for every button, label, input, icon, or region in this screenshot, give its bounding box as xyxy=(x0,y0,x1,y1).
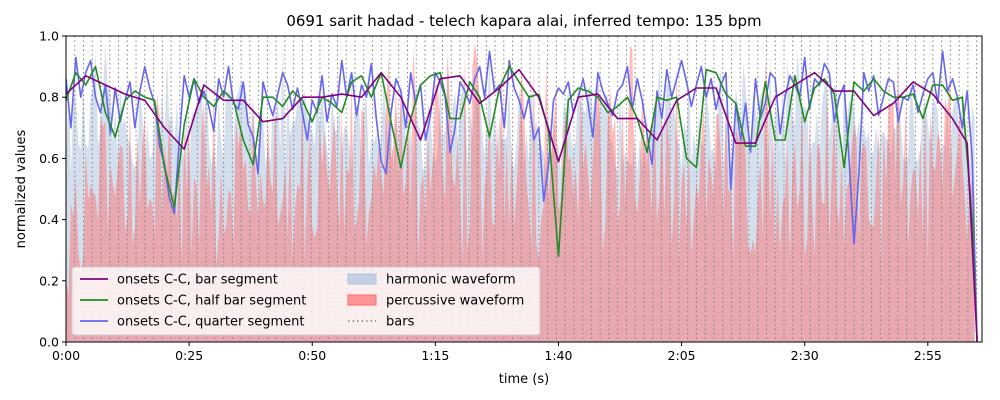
legend: onsets C-C, bar segment onsets C-C, half … xyxy=(71,266,541,336)
legend-quarter-segment-label: onsets C-C, quarter segment xyxy=(117,315,304,330)
y-axis-label: normalized values xyxy=(14,129,29,248)
legend-bars-label: bars xyxy=(386,315,415,330)
legend-percussive-waveform-label: percussive waveform xyxy=(386,294,524,309)
y-tick-label: 0.6 xyxy=(39,151,59,166)
x-axis-label: time (s) xyxy=(499,372,549,387)
x-axis: 0:00 0:25 0:50 1:15 1:40 2:05 2:30 2:55 xyxy=(52,342,942,363)
series-line-bar-segment xyxy=(66,68,978,342)
y-tick-label: 0.8 xyxy=(39,90,59,105)
legend-percussive-waveform-swatch xyxy=(347,294,377,306)
x-tick-label: 0:50 xyxy=(298,348,326,363)
x-tick-label: 1:15 xyxy=(421,348,449,363)
x-tick-label: 2:55 xyxy=(914,348,942,363)
x-tick-label: 1:40 xyxy=(544,348,572,363)
legend-half-bar-segment-label: onsets C-C, half bar segment xyxy=(117,294,306,309)
series-layer xyxy=(66,50,978,342)
x-tick-label: 2:05 xyxy=(668,348,696,363)
plot-frame xyxy=(65,35,983,343)
chart-title: 0691 sarit hadad - telech kapara alai, i… xyxy=(286,12,761,30)
y-tick-label: 0.0 xyxy=(39,335,59,350)
legend-box xyxy=(71,266,541,336)
legend-harmonic-waveform-swatch xyxy=(347,273,377,285)
legend-harmonic-waveform-label: harmonic waveform xyxy=(386,273,516,288)
y-tick-label: 1.0 xyxy=(39,29,59,44)
x-tick-label: 0:25 xyxy=(175,348,203,363)
y-tick-label: 0.2 xyxy=(39,273,59,288)
x-tick-label: 0:00 xyxy=(52,348,80,363)
series-line-quarter-segment xyxy=(66,50,978,342)
y-axis: 0.0 0.2 0.4 0.6 0.8 1.0 xyxy=(39,29,66,350)
x-tick-label: 2:30 xyxy=(791,348,819,363)
legend-bar-segment-label: onsets C-C, bar segment xyxy=(117,273,278,288)
y-tick-label: 0.4 xyxy=(39,212,59,227)
